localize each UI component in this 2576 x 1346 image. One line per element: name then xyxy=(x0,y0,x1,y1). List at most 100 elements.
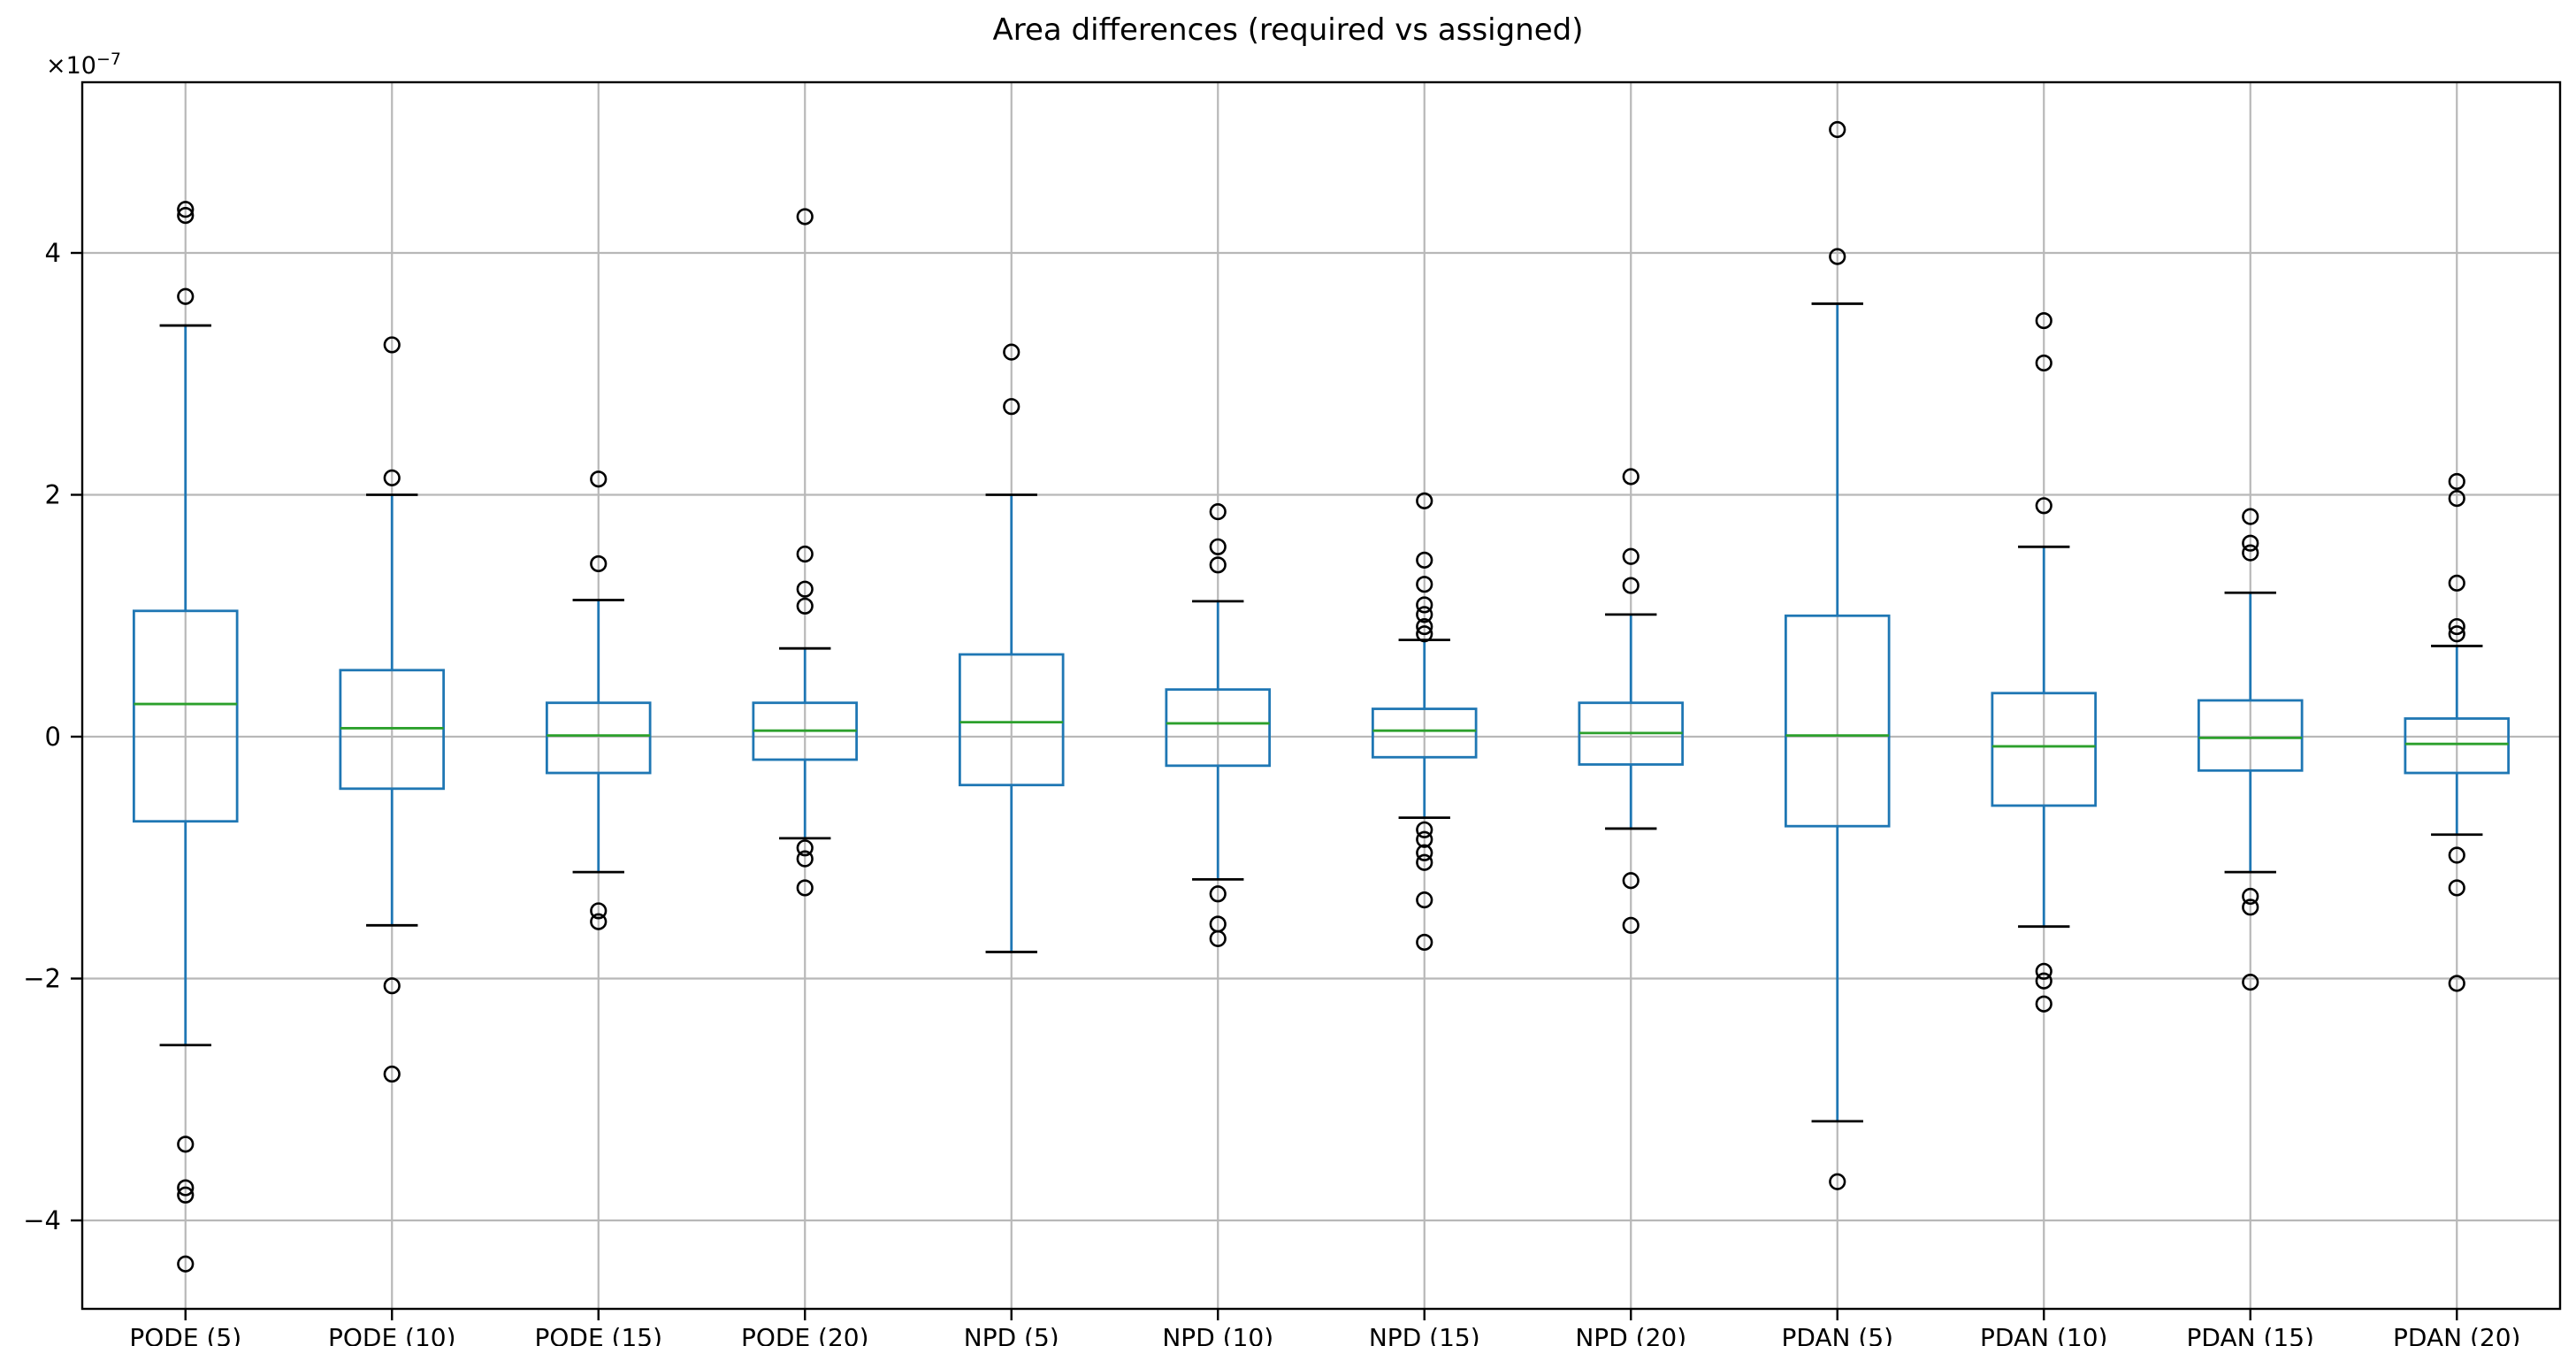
flier-point xyxy=(2035,962,2052,980)
flier-point xyxy=(2448,975,2465,992)
flier-point xyxy=(2035,972,2052,990)
axis-ticks xyxy=(71,251,2458,1320)
boxplot-npd-5 xyxy=(958,343,1065,953)
y-tick-label: 4 xyxy=(45,238,61,268)
flier-point xyxy=(796,597,814,615)
flier-point xyxy=(590,554,608,573)
flier-point xyxy=(796,879,814,897)
flier-point xyxy=(177,207,195,225)
flier-point xyxy=(1622,916,1640,934)
flier-point xyxy=(1416,617,1433,636)
boxplot-pode-5 xyxy=(132,201,239,1273)
flier-point xyxy=(1622,468,1640,486)
flier-point xyxy=(1003,343,1020,361)
flier-point xyxy=(1622,577,1640,594)
flier-point xyxy=(590,913,608,930)
box-rect xyxy=(1991,692,2098,807)
flier-point xyxy=(2448,490,2465,508)
flier-point xyxy=(1416,551,1433,569)
x-tick-label: PODE (10) xyxy=(328,1323,456,1346)
flier-point xyxy=(1416,891,1433,909)
y-tick-label: −2 xyxy=(23,964,61,994)
flier-point xyxy=(177,287,195,305)
flier-point xyxy=(383,469,401,486)
flier-point xyxy=(1416,576,1433,593)
flier-point xyxy=(2035,311,2052,330)
boxplot-pode-15 xyxy=(545,470,652,930)
flier-point xyxy=(1209,538,1227,555)
flier-point xyxy=(1416,596,1433,614)
flier-point xyxy=(383,336,401,354)
box-rect xyxy=(1784,614,1891,828)
flier-point xyxy=(1622,547,1640,565)
boxplot-pdan-20 xyxy=(2404,472,2511,992)
flier-point xyxy=(2242,508,2259,525)
flier-point xyxy=(2448,846,2465,864)
boxplot-npd-20 xyxy=(1578,468,1685,934)
flier-point xyxy=(1416,625,1433,643)
gridlines xyxy=(82,82,2560,1309)
x-tick-label: NPD (10) xyxy=(1162,1323,1273,1346)
flier-point xyxy=(1622,872,1640,890)
flier-point xyxy=(796,208,814,226)
flier-point xyxy=(1209,556,1227,574)
y-tick-label: −4 xyxy=(23,1205,61,1235)
flier-point xyxy=(383,1065,401,1083)
flier-point xyxy=(1416,830,1433,848)
flier-point xyxy=(1209,885,1227,903)
boxplot-pdan-10 xyxy=(1991,311,2098,1013)
boxplot-npd-10 xyxy=(1165,503,1272,947)
flier-point xyxy=(177,1179,195,1197)
x-tick-label: NPD (20) xyxy=(1575,1323,1686,1346)
x-tick-label: PODE (5) xyxy=(129,1323,241,1346)
flier-point xyxy=(2242,974,2259,991)
x-tick-label: PDAN (20) xyxy=(2393,1323,2520,1346)
x-tick-label: PODE (15) xyxy=(534,1323,662,1346)
flier-point xyxy=(1003,398,1020,416)
boxplot-pode-20 xyxy=(752,208,859,897)
flier-point xyxy=(177,201,195,218)
flier-point xyxy=(2448,472,2465,491)
flier-point xyxy=(1209,503,1227,521)
y-tick-label: 0 xyxy=(45,722,61,752)
y-axis-offset-exponent: −7 xyxy=(96,50,121,69)
x-tick-label: PDAN (15) xyxy=(2187,1323,2314,1346)
boxplot-pode-10 xyxy=(339,336,446,1083)
flier-point xyxy=(1829,120,1846,139)
flier-point xyxy=(590,470,608,488)
plot-border xyxy=(80,80,2562,1311)
box-rect xyxy=(1371,707,1478,759)
flier-point xyxy=(383,977,401,995)
boxplot-pdan-15 xyxy=(2197,508,2304,991)
flier-point xyxy=(177,1186,195,1204)
flier-point xyxy=(2242,534,2259,552)
x-tick-label: PODE (20) xyxy=(741,1323,869,1346)
boxplot-npd-15 xyxy=(1371,492,1478,952)
flier-point xyxy=(796,850,814,868)
boxplot-pdan-5 xyxy=(1784,120,1891,1190)
flier-point xyxy=(590,902,608,920)
box-rect xyxy=(2404,717,2511,775)
y-axis-offset-base: ×10 xyxy=(46,52,96,80)
flier-point xyxy=(1416,492,1433,509)
flier-point xyxy=(1829,1173,1846,1190)
flier-point xyxy=(1416,844,1433,861)
x-tick-label: PDAN (5) xyxy=(1781,1323,1893,1346)
box-rect xyxy=(958,653,1065,787)
flier-point xyxy=(1416,606,1433,623)
flier-point xyxy=(2035,995,2052,1013)
box-rect xyxy=(2197,699,2304,772)
flier-point xyxy=(1416,853,1433,871)
flier-point xyxy=(177,1255,195,1273)
box-rect xyxy=(545,701,652,775)
flier-point xyxy=(2035,354,2052,372)
flier-point xyxy=(2448,625,2465,643)
flier-point xyxy=(1416,821,1433,838)
flier-point xyxy=(2448,574,2465,592)
flier-point xyxy=(796,839,814,857)
flier-point xyxy=(1209,929,1227,947)
box-rect xyxy=(1165,688,1272,768)
flier-point xyxy=(796,545,814,563)
flier-point xyxy=(177,1136,195,1153)
